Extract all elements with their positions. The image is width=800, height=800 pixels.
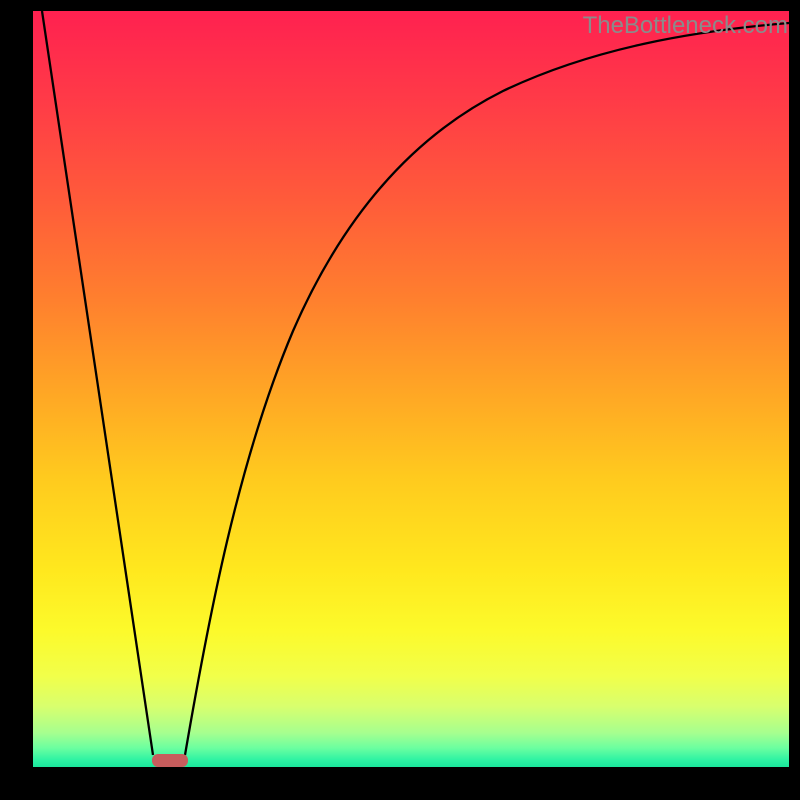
frame-border-right xyxy=(789,0,800,800)
chart-container: TheBottleneck.com xyxy=(0,0,800,800)
frame-border-bottom xyxy=(0,767,800,800)
plot-area xyxy=(33,11,789,767)
watermark-text: TheBottleneck.com xyxy=(583,12,788,40)
curve-left-segment xyxy=(42,11,153,755)
curve-right-segment xyxy=(185,23,789,755)
optimum-marker xyxy=(152,754,188,767)
bottleneck-curve xyxy=(33,11,789,767)
frame-border-top xyxy=(0,0,800,11)
frame-border-left xyxy=(0,0,33,800)
